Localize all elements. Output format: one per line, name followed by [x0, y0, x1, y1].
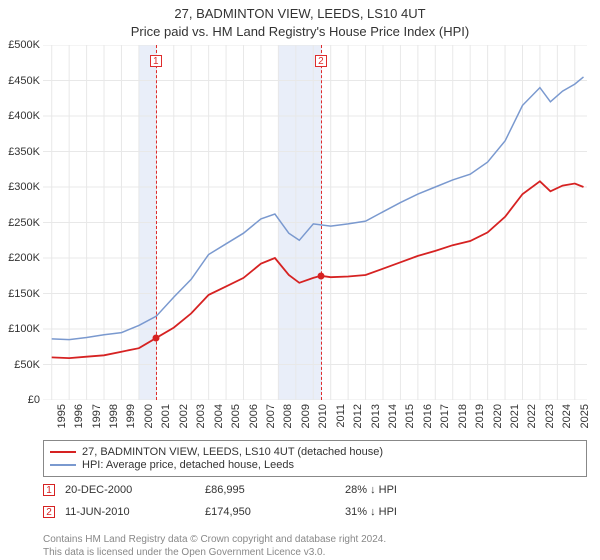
y-axis-label: £400K	[0, 110, 40, 122]
x-axis-label: 2001	[160, 404, 172, 428]
y-axis-label: £150K	[0, 288, 40, 300]
x-axis-label: 2018	[457, 404, 469, 428]
footnote-line1: Contains HM Land Registry data © Crown c…	[43, 534, 386, 545]
x-axis-label: 2005	[230, 404, 242, 428]
y-axis-label: £300K	[0, 181, 40, 193]
y-axis-label: £500K	[0, 39, 40, 51]
y-axis-label: £200K	[0, 252, 40, 264]
legend-swatch	[50, 464, 76, 466]
chart-legend: 27, BADMINTON VIEW, LEEDS, LS10 4UT (det…	[43, 440, 587, 477]
transaction-row: 1 20-DEC-2000£86,99528% ↓ HPI	[43, 484, 587, 496]
transaction-date: 11-JUN-2010	[65, 506, 205, 518]
chart-series	[43, 45, 587, 400]
chart-title-line1: 27, BADMINTON VIEW, LEEDS, LS10 4UT	[0, 6, 600, 21]
y-axis-label: £350K	[0, 146, 40, 158]
transaction-marker: 2	[315, 55, 327, 67]
x-axis-label: 2025	[579, 404, 591, 428]
x-axis-label: 1995	[56, 404, 68, 428]
x-axis-label: 1998	[108, 404, 120, 428]
x-axis-label: 2012	[352, 404, 364, 428]
transaction-marker: 1	[150, 55, 162, 67]
x-axis-label: 2015	[404, 404, 416, 428]
x-axis-label: 2024	[561, 404, 573, 428]
transaction-dot	[317, 272, 324, 279]
transaction-delta: 31% ↓ HPI	[345, 506, 485, 518]
y-axis-label: £50K	[0, 359, 40, 371]
legend-label: HPI: Average price, detached house, Leed…	[82, 459, 294, 471]
x-axis-label: 2022	[526, 404, 538, 428]
legend-item: HPI: Average price, detached house, Leed…	[50, 459, 580, 471]
x-axis-label: 2000	[143, 404, 155, 428]
transaction-row: 2 11-JUN-2010£174,95031% ↓ HPI	[43, 506, 587, 518]
chart-plot-area: 12	[43, 45, 587, 400]
x-axis-label: 2020	[492, 404, 504, 428]
x-axis-label: 2016	[422, 404, 434, 428]
chart-title-line2: Price paid vs. HM Land Registry's House …	[0, 24, 600, 39]
footnote-line2: This data is licensed under the Open Gov…	[43, 547, 325, 558]
y-axis-label: £250K	[0, 217, 40, 229]
legend-swatch	[50, 451, 76, 453]
y-axis-label: £100K	[0, 323, 40, 335]
x-axis-label: 2013	[370, 404, 382, 428]
transaction-price: £86,995	[205, 484, 345, 496]
transaction-delta: 28% ↓ HPI	[345, 484, 485, 496]
footnote: Contains HM Land Registry data © Crown c…	[43, 533, 587, 559]
legend-label: 27, BADMINTON VIEW, LEEDS, LS10 4UT (det…	[82, 446, 383, 458]
x-axis-label: 1999	[125, 404, 137, 428]
x-axis-label: 1997	[91, 404, 103, 428]
x-axis-label: 2021	[509, 404, 521, 428]
x-axis-label: 1996	[73, 404, 85, 428]
x-axis-label: 2019	[474, 404, 486, 428]
series-property	[52, 181, 584, 358]
transaction-dot	[152, 335, 159, 342]
series-hpi	[52, 77, 584, 340]
x-axis-label: 2003	[195, 404, 207, 428]
transaction-marker: 2	[43, 506, 55, 518]
x-axis-label: 2008	[282, 404, 294, 428]
x-axis-label: 2007	[265, 404, 277, 428]
transaction-date: 20-DEC-2000	[65, 484, 205, 496]
x-axis-label: 2014	[387, 404, 399, 428]
transaction-marker: 1	[43, 484, 55, 496]
transaction-price: £174,950	[205, 506, 345, 518]
x-axis-label: 2011	[335, 404, 347, 428]
y-axis-label: £450K	[0, 75, 40, 87]
y-axis-label: £0	[0, 394, 40, 406]
x-axis-label: 2009	[300, 404, 312, 428]
legend-item: 27, BADMINTON VIEW, LEEDS, LS10 4UT (det…	[50, 446, 580, 458]
x-axis-label: 2006	[248, 404, 260, 428]
x-axis-label: 2017	[439, 404, 451, 428]
x-axis-label: 2010	[317, 404, 329, 428]
x-axis-label: 2004	[213, 404, 225, 428]
x-axis-label: 2002	[178, 404, 190, 428]
x-axis-label: 2023	[544, 404, 556, 428]
